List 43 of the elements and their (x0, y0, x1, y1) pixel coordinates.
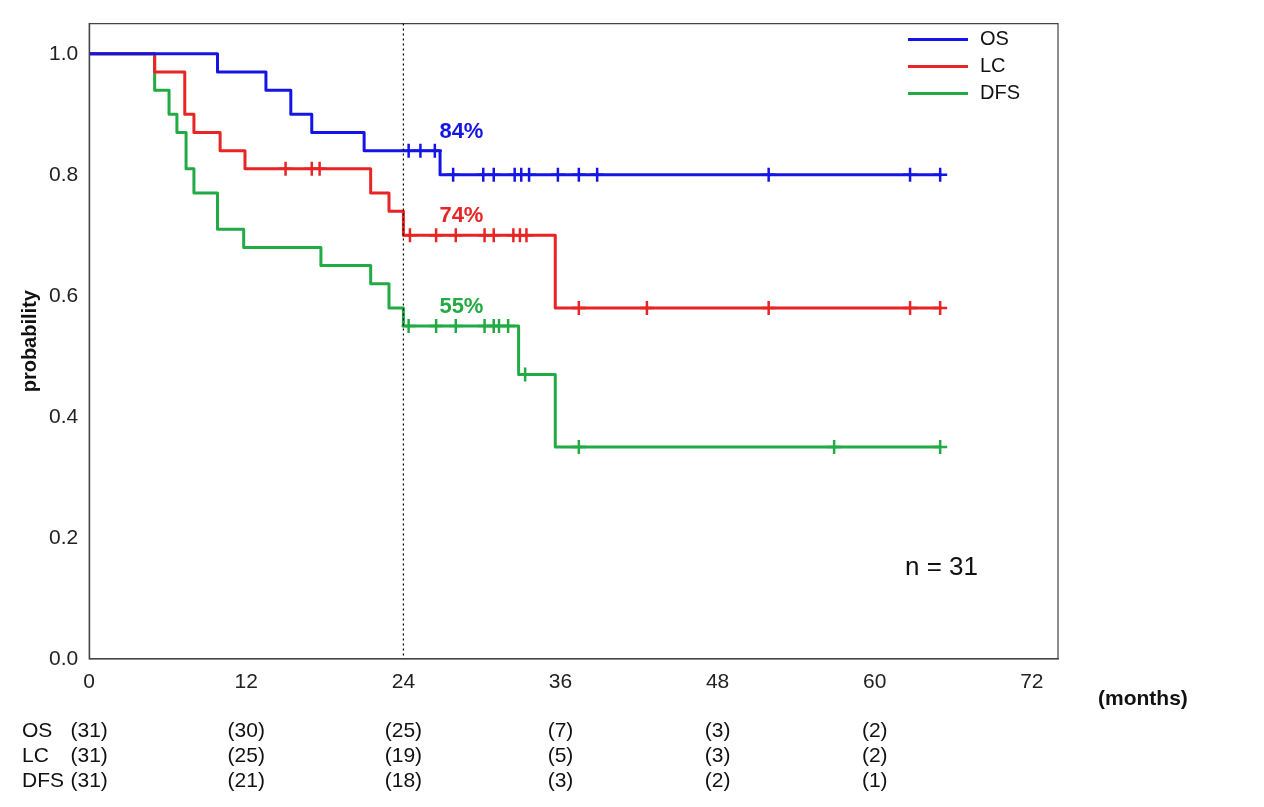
y-tick-label: 0.0 (48, 645, 79, 669)
y-tick-label: 0.8 (48, 161, 79, 185)
text: (5) (547, 742, 574, 766)
text: (18) (384, 767, 423, 791)
text: LC (22, 742, 49, 766)
x-tick-label: 48 (705, 669, 730, 693)
x-axis-title: (months) (1098, 685, 1188, 709)
legend-label: DFS (980, 81, 1020, 104)
annotation: 84% (439, 117, 484, 143)
x-tick-label: 60 (863, 669, 887, 693)
text: (3) (547, 767, 574, 791)
y-tick-label: 0.6 (48, 282, 79, 306)
y-axis-title: probability (17, 289, 40, 393)
text: (19) (384, 742, 423, 766)
text: (25) (384, 717, 423, 741)
legend-label: LC (980, 54, 1006, 77)
text: (31) (70, 717, 108, 741)
legend-label: OS (980, 27, 1009, 50)
text: (25) (227, 742, 265, 766)
text: (7) (547, 717, 574, 741)
text: (3) (704, 742, 731, 766)
x-tick-label: 12 (234, 669, 258, 693)
text: (1) (861, 767, 888, 791)
text: (21) (227, 767, 265, 791)
y-tick-label: 0.2 (48, 524, 79, 548)
x-tick-label: 36 (548, 669, 573, 693)
x-tick-label: 24 (391, 669, 416, 693)
text: (30) (227, 717, 265, 741)
text: (2) (861, 742, 888, 766)
text: (3) (704, 717, 731, 741)
y-tick-label: 0.4 (48, 403, 79, 427)
text: (31) (70, 742, 108, 766)
text: (31) (70, 767, 108, 791)
text: (2) (861, 717, 888, 741)
text: OS (22, 717, 53, 741)
x-tick-label: 72 (1020, 669, 1044, 693)
annotation: 55% (439, 293, 484, 319)
y-tick-label: 1.0 (48, 40, 79, 64)
text: (2) (704, 767, 731, 791)
x-tick-label: 0 (83, 669, 96, 693)
text: DFS (22, 767, 64, 791)
annotation: 74% (439, 202, 484, 228)
annotation: n = 31 (904, 551, 978, 582)
